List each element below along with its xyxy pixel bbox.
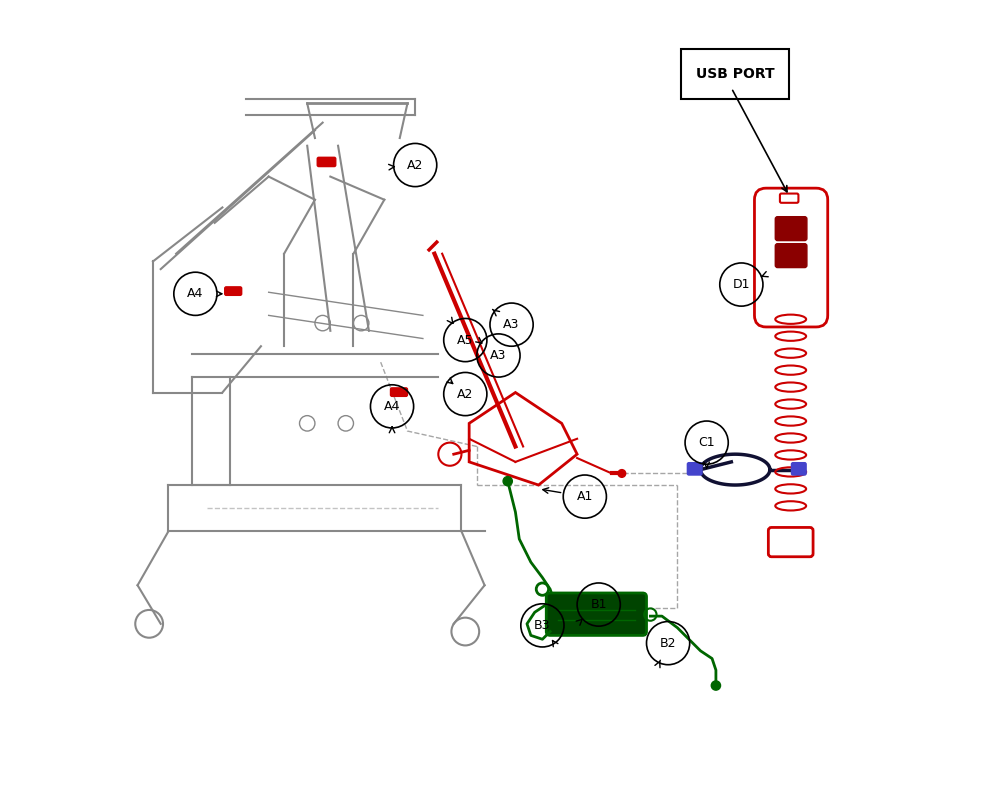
Circle shape	[315, 316, 330, 330]
Text: A3: A3	[490, 349, 507, 362]
Circle shape	[300, 415, 315, 431]
FancyBboxPatch shape	[754, 188, 828, 327]
Text: C1: C1	[698, 436, 715, 449]
FancyBboxPatch shape	[317, 157, 336, 166]
FancyBboxPatch shape	[391, 388, 407, 396]
FancyBboxPatch shape	[681, 49, 789, 100]
Circle shape	[353, 316, 369, 330]
FancyBboxPatch shape	[775, 217, 807, 240]
FancyBboxPatch shape	[791, 462, 806, 475]
Circle shape	[618, 469, 626, 477]
Text: A4: A4	[384, 400, 400, 413]
Text: D1: D1	[733, 278, 750, 291]
FancyBboxPatch shape	[768, 528, 813, 557]
Text: B1: B1	[590, 598, 607, 611]
Text: B3: B3	[534, 619, 551, 632]
Text: A2: A2	[457, 388, 473, 400]
Circle shape	[711, 681, 721, 690]
FancyBboxPatch shape	[775, 243, 807, 268]
Text: A3: A3	[503, 318, 520, 331]
Text: A1: A1	[577, 490, 593, 503]
Text: A4: A4	[187, 287, 204, 301]
FancyBboxPatch shape	[687, 462, 702, 475]
Text: B2: B2	[660, 637, 676, 650]
Text: A5: A5	[457, 334, 474, 346]
Text: USB PORT: USB PORT	[696, 68, 775, 82]
FancyBboxPatch shape	[546, 593, 647, 635]
FancyBboxPatch shape	[780, 194, 798, 203]
FancyBboxPatch shape	[225, 287, 242, 295]
Text: A2: A2	[407, 159, 423, 171]
Circle shape	[338, 415, 353, 431]
Circle shape	[503, 476, 512, 486]
